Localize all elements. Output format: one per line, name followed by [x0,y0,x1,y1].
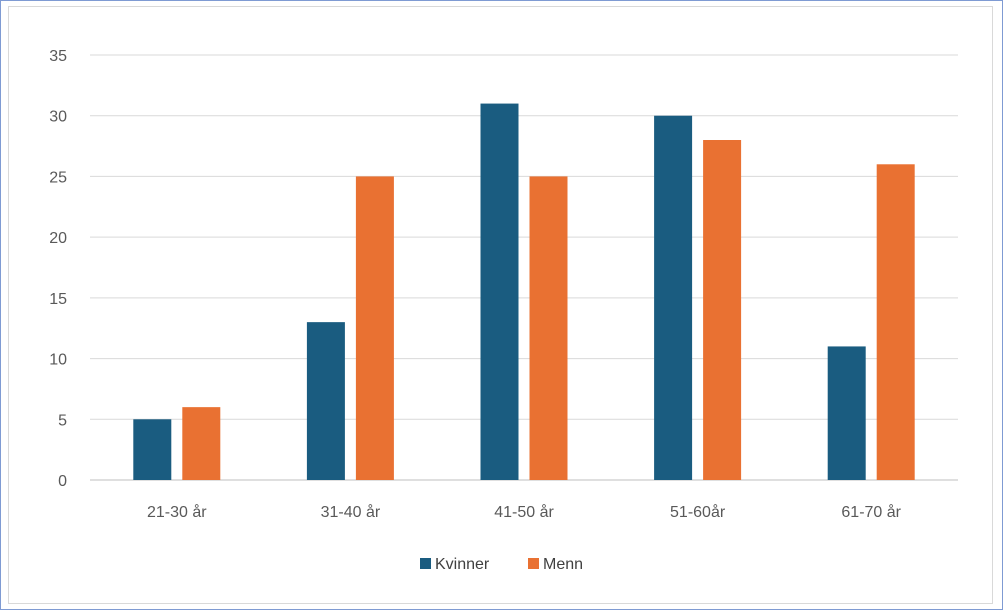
bar-menn-2 [529,176,568,480]
x-tick-label: 21-30 år [147,503,207,521]
x-tick-label: 31-40 år [321,503,381,521]
x-tick-label: 51-60år [670,503,726,521]
bar-kvinner-4 [827,346,866,480]
y-tick-label: 5 [58,412,67,429]
legend-swatch-menn [528,558,539,569]
y-tick-label: 30 [49,109,67,126]
bars [133,103,915,481]
bar-menn-1 [355,176,394,480]
legend-label-kvinner: Kvinner [435,556,490,573]
bar-kvinner-0 [133,419,172,480]
bar-kvinner-3 [654,115,693,480]
bar-kvinner-1 [306,322,345,480]
legend-swatch-kvinner [420,558,431,569]
bar-kvinner-2 [480,103,519,481]
x-axis-ticks: 21-30 år 31-40 år 41-50 år 51-60år 61-70 år [147,503,902,521]
legend: Kvinner Menn [420,556,583,573]
gridlines [90,54,958,481]
y-tick-label: 15 [49,291,67,308]
y-axis-ticks: 0 5 10 15 20 25 30 35 [49,48,67,490]
y-tick-label: 10 [49,352,67,369]
bar-menn-3 [703,140,742,480]
y-tick-label: 35 [49,48,67,65]
legend-label-menn: Menn [543,556,583,573]
x-tick-label: 61-70 år [841,503,901,521]
y-tick-label: 0 [58,473,67,490]
x-tick-label: 41-50 år [494,503,554,521]
y-tick-label: 25 [49,169,67,186]
y-tick-label: 20 [49,230,67,247]
bar-menn-0 [182,407,221,480]
bar-menn-4 [876,164,915,481]
